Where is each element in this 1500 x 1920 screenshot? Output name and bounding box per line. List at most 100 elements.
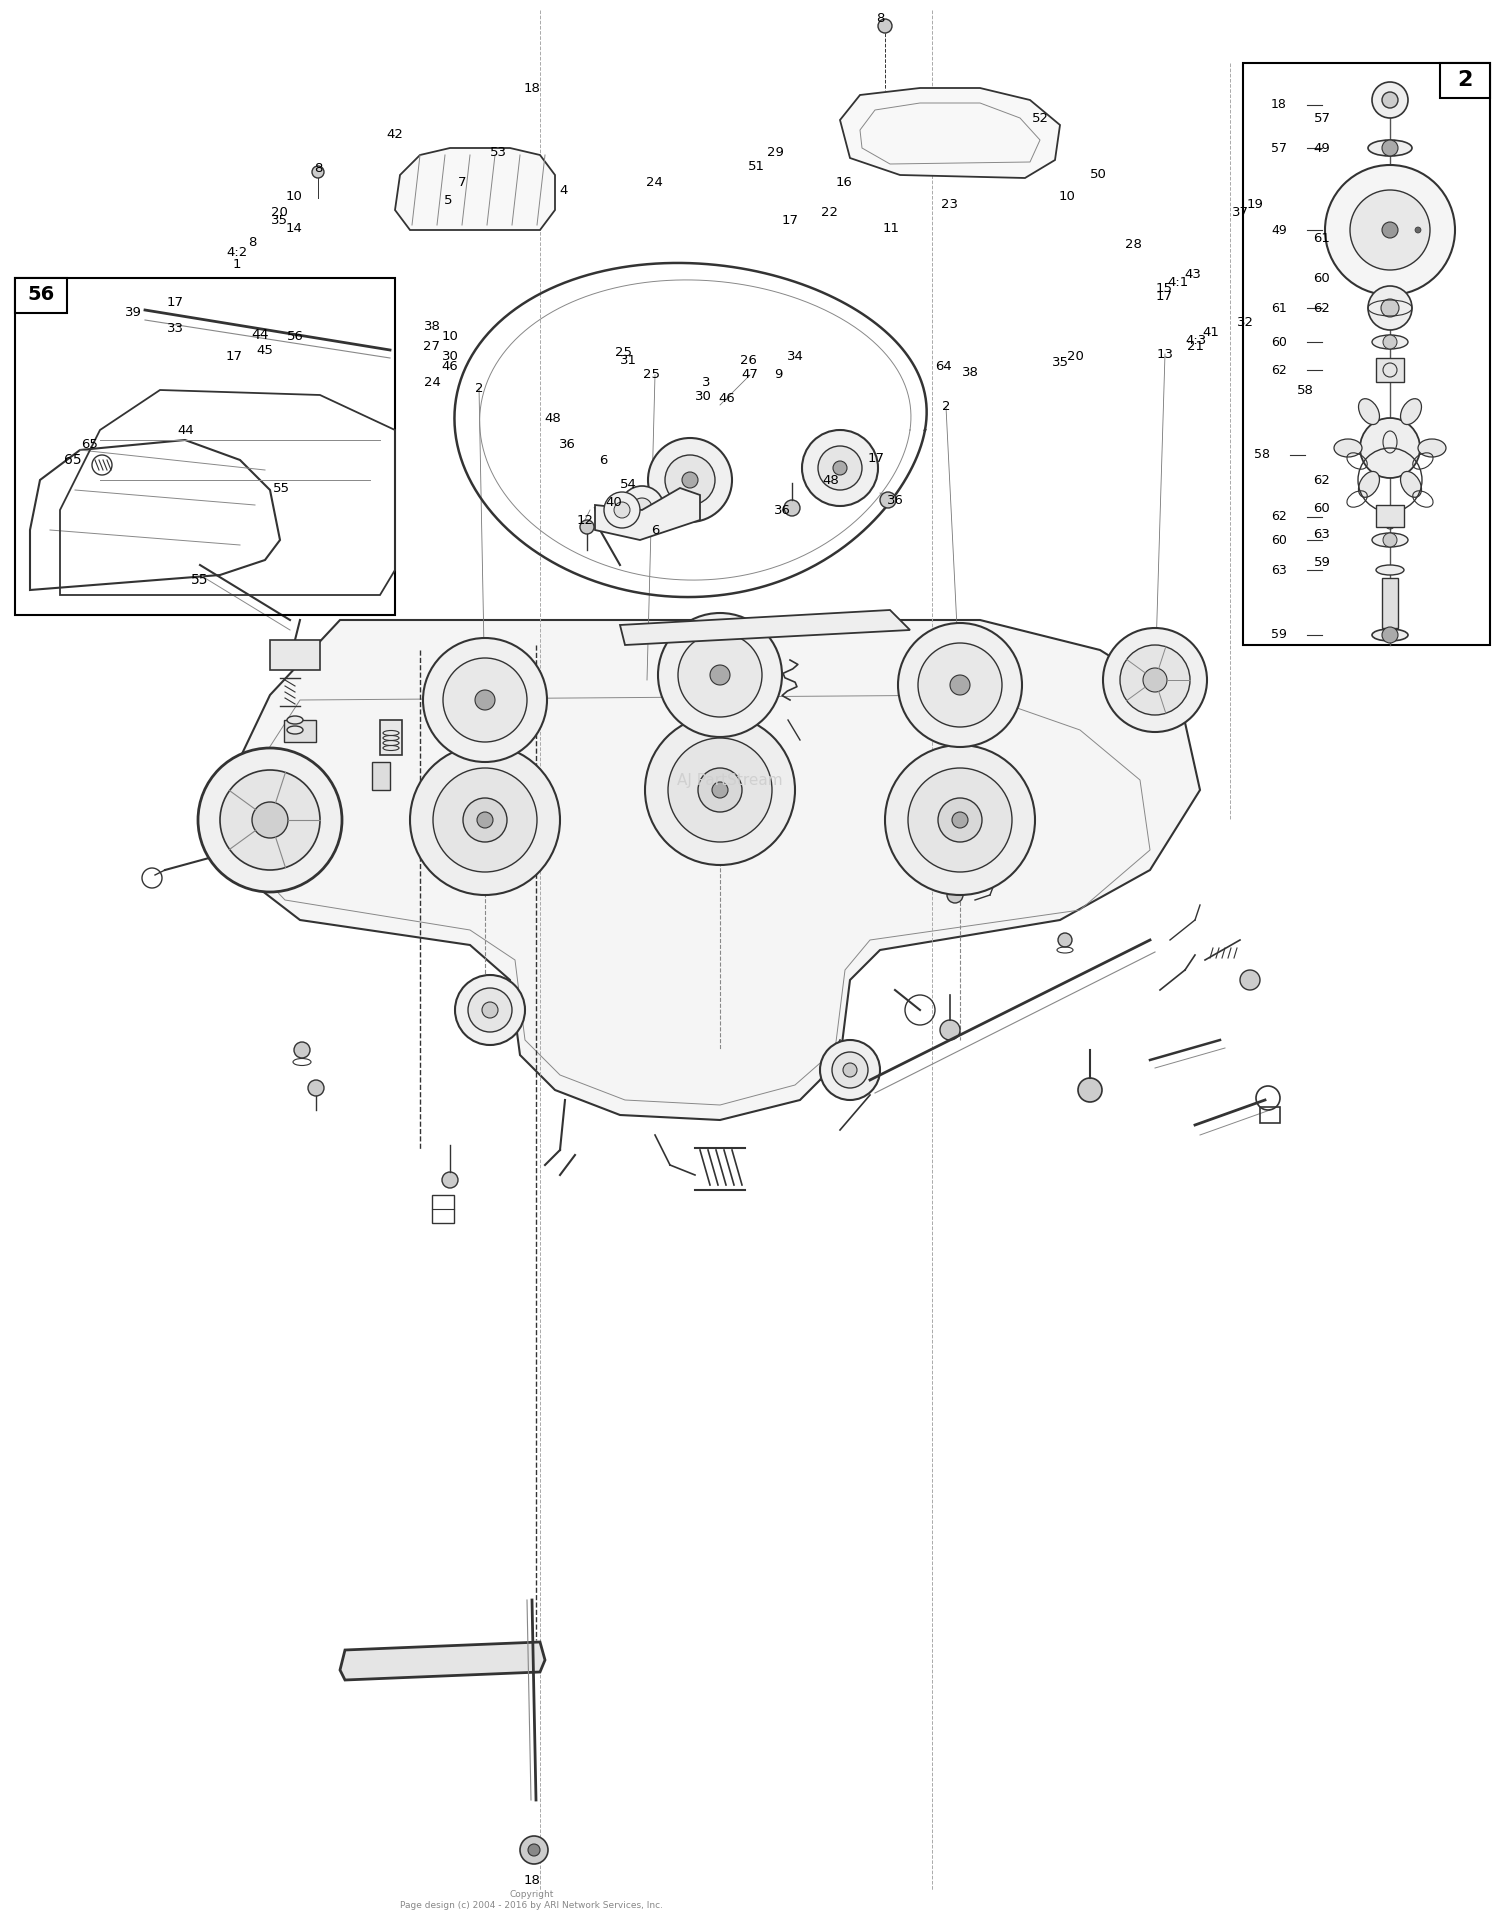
Circle shape — [1382, 92, 1398, 108]
Text: 25: 25 — [644, 369, 660, 382]
Text: 60: 60 — [1314, 501, 1330, 515]
Circle shape — [668, 737, 772, 843]
Text: 10: 10 — [1059, 190, 1076, 204]
Ellipse shape — [1359, 472, 1380, 497]
Text: 30: 30 — [694, 390, 711, 403]
Text: 4: 4 — [560, 184, 568, 196]
Text: 62: 62 — [1270, 511, 1287, 524]
Text: 3: 3 — [702, 376, 711, 390]
Text: 38: 38 — [423, 321, 441, 334]
Circle shape — [252, 803, 288, 837]
Text: 17: 17 — [1155, 290, 1173, 303]
Text: 10: 10 — [441, 330, 459, 342]
Text: 2: 2 — [942, 401, 951, 413]
Circle shape — [433, 768, 537, 872]
Text: 36: 36 — [558, 438, 576, 451]
Polygon shape — [340, 1642, 544, 1680]
Text: 17: 17 — [782, 213, 798, 227]
Circle shape — [442, 659, 526, 741]
Text: 18: 18 — [524, 81, 540, 94]
Text: 60: 60 — [1270, 534, 1287, 547]
Circle shape — [712, 781, 728, 799]
Text: 52: 52 — [1032, 111, 1048, 125]
Text: 27: 27 — [423, 340, 441, 353]
Bar — [15, 278, 394, 614]
Text: 35: 35 — [1052, 355, 1068, 369]
Polygon shape — [220, 620, 1200, 1119]
Text: 26: 26 — [740, 353, 756, 367]
Circle shape — [950, 676, 970, 695]
Circle shape — [821, 1041, 880, 1100]
Text: 61: 61 — [1314, 232, 1330, 244]
Text: 43: 43 — [1185, 267, 1202, 280]
Ellipse shape — [1334, 440, 1362, 457]
Circle shape — [632, 497, 652, 518]
Ellipse shape — [1372, 534, 1408, 547]
Circle shape — [528, 1843, 540, 1857]
Bar — [284, 720, 316, 741]
Text: 36: 36 — [774, 503, 790, 516]
Circle shape — [898, 622, 1022, 747]
Circle shape — [1143, 668, 1167, 691]
Text: 47: 47 — [741, 369, 759, 382]
Text: 18: 18 — [1270, 98, 1287, 111]
Bar — [380, 720, 402, 755]
Text: 56: 56 — [286, 330, 303, 344]
Circle shape — [664, 455, 716, 505]
Ellipse shape — [286, 716, 303, 724]
Circle shape — [1324, 165, 1455, 296]
Text: 42: 42 — [387, 129, 404, 142]
Text: 39: 39 — [124, 305, 141, 319]
Circle shape — [580, 520, 594, 534]
Circle shape — [833, 461, 848, 474]
Circle shape — [1368, 286, 1411, 330]
Circle shape — [1414, 227, 1420, 232]
Text: 17: 17 — [867, 451, 885, 465]
Circle shape — [818, 445, 862, 490]
Text: 21: 21 — [1188, 340, 1204, 353]
Text: 41: 41 — [1203, 326, 1219, 338]
Text: 8: 8 — [314, 161, 322, 175]
Text: 62: 62 — [1314, 301, 1330, 315]
Text: 59: 59 — [1270, 628, 1287, 641]
Circle shape — [604, 492, 640, 528]
Circle shape — [1102, 628, 1208, 732]
Circle shape — [878, 19, 892, 33]
Text: 40: 40 — [606, 497, 622, 509]
Circle shape — [885, 745, 1035, 895]
Text: 8: 8 — [248, 236, 256, 248]
Text: 10: 10 — [285, 190, 303, 204]
Circle shape — [442, 1171, 458, 1188]
Text: 5: 5 — [444, 194, 453, 207]
Text: AJ PartStream: AJ PartStream — [676, 772, 783, 787]
Circle shape — [477, 812, 494, 828]
Circle shape — [1372, 83, 1408, 117]
Ellipse shape — [1359, 399, 1380, 424]
Text: 64: 64 — [934, 359, 951, 372]
Circle shape — [880, 492, 896, 509]
Text: 33: 33 — [166, 321, 183, 334]
Circle shape — [652, 513, 668, 528]
Circle shape — [1058, 933, 1072, 947]
Circle shape — [1382, 140, 1398, 156]
Text: 48: 48 — [544, 411, 561, 424]
Text: 62: 62 — [1314, 474, 1330, 486]
Circle shape — [1382, 628, 1398, 643]
Text: 17: 17 — [166, 296, 183, 309]
Text: 60: 60 — [1270, 336, 1287, 349]
Text: 65: 65 — [81, 438, 99, 451]
Circle shape — [410, 745, 560, 895]
Text: 50: 50 — [1089, 169, 1107, 182]
Bar — [432, 1194, 454, 1223]
Circle shape — [784, 499, 800, 516]
Circle shape — [308, 1079, 324, 1096]
Circle shape — [645, 714, 795, 866]
Circle shape — [1382, 223, 1398, 238]
Text: 32: 32 — [1236, 315, 1254, 328]
Bar — [1440, 63, 1490, 98]
Circle shape — [678, 634, 762, 716]
Text: 24: 24 — [645, 177, 663, 190]
Ellipse shape — [1418, 440, 1446, 457]
Text: 6: 6 — [598, 453, 608, 467]
Bar — [1376, 505, 1404, 526]
